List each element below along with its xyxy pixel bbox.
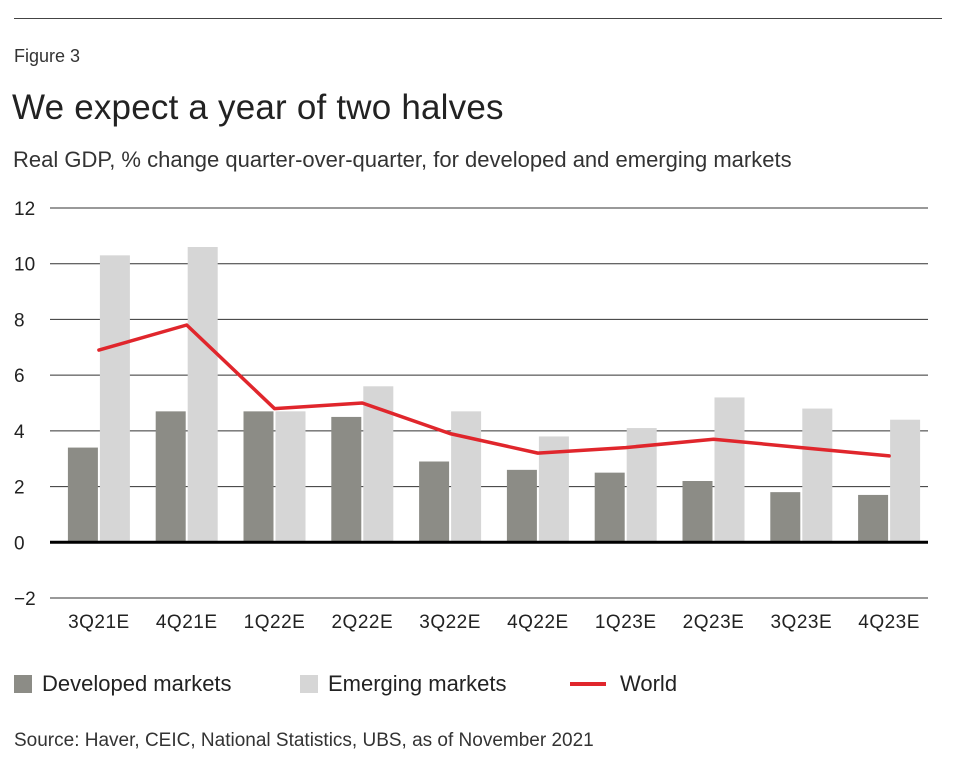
top-rule bbox=[14, 18, 942, 19]
chart-subtitle: Real GDP, % change quarter-over-quarter,… bbox=[13, 147, 792, 172]
legend-label-world: World bbox=[620, 671, 678, 696]
bar-emerging bbox=[802, 408, 833, 543]
bars bbox=[67, 247, 921, 543]
x-tick-label: 4Q22E bbox=[507, 612, 569, 633]
bar-emerging bbox=[890, 419, 921, 543]
chart-title: We expect a year of two halves bbox=[12, 88, 504, 127]
bar-developed bbox=[506, 469, 537, 543]
x-tick-label: 3Q22E bbox=[419, 612, 481, 633]
bar-developed bbox=[155, 411, 186, 543]
y-tick-label: 12 bbox=[14, 199, 35, 220]
bar-developed bbox=[858, 494, 889, 543]
y-tick-labels: 12 10 8 6 4 2 0 −2 bbox=[14, 199, 36, 610]
y-tick-label: 6 bbox=[14, 366, 25, 387]
bar-developed bbox=[419, 461, 450, 543]
bar-developed bbox=[243, 411, 274, 543]
y-tick-label: 4 bbox=[14, 422, 25, 443]
series-line-world bbox=[97, 323, 891, 458]
world-line bbox=[97, 323, 891, 458]
x-tick-label: 1Q22E bbox=[244, 612, 306, 633]
x-tick-label: 1Q23E bbox=[595, 612, 657, 633]
legend-item-emerging: Emerging markets bbox=[300, 670, 507, 698]
source-note: Source: Haver, CEIC, National Statistics… bbox=[14, 730, 594, 751]
x-tick-label: 4Q23E bbox=[858, 612, 920, 633]
bar-emerging bbox=[275, 411, 306, 543]
bar-emerging bbox=[99, 255, 130, 543]
legend-item-world: World bbox=[570, 670, 677, 698]
bar-emerging bbox=[451, 411, 482, 543]
y-tick-label: 0 bbox=[14, 533, 25, 554]
y-tick-label: −2 bbox=[14, 589, 36, 610]
bar-developed bbox=[682, 481, 713, 543]
legend-label-developed: Developed markets bbox=[42, 671, 232, 696]
legend-swatch-world bbox=[570, 682, 606, 686]
y-tick-label: 2 bbox=[14, 478, 25, 499]
legend-swatch-developed bbox=[14, 675, 32, 693]
bar-emerging bbox=[714, 397, 745, 543]
legend-item-developed: Developed markets bbox=[14, 670, 232, 698]
y-tick-label: 8 bbox=[14, 310, 25, 331]
figure-label: Figure 3 bbox=[14, 46, 81, 66]
x-tick-label: 3Q21E bbox=[68, 612, 130, 633]
x-tick-label: 2Q22E bbox=[331, 612, 393, 633]
x-tick-label: 4Q21E bbox=[156, 612, 218, 633]
bar-emerging bbox=[187, 247, 218, 543]
legend-swatch-emerging bbox=[300, 675, 318, 693]
y-tick-label: 10 bbox=[14, 255, 35, 276]
bar-developed bbox=[770, 492, 801, 543]
x-tick-label: 2Q23E bbox=[683, 612, 745, 633]
gdp-chart: 12 10 8 6 4 2 0 −2 3Q21E 4Q21E 1Q22E 2Q22E 3Q22E 4Q2… bbox=[14, 199, 928, 633]
legend-label-emerging: Emerging markets bbox=[328, 671, 507, 696]
bar-developed bbox=[594, 472, 625, 543]
x-tick-label: 3Q23E bbox=[770, 612, 832, 633]
bar-developed bbox=[331, 416, 362, 543]
x-tick-labels: 3Q21E 4Q21E 1Q22E 2Q22E 3Q22E 4Q22E 1Q23E 2Q23E… bbox=[68, 612, 920, 633]
bar-developed bbox=[67, 447, 98, 543]
